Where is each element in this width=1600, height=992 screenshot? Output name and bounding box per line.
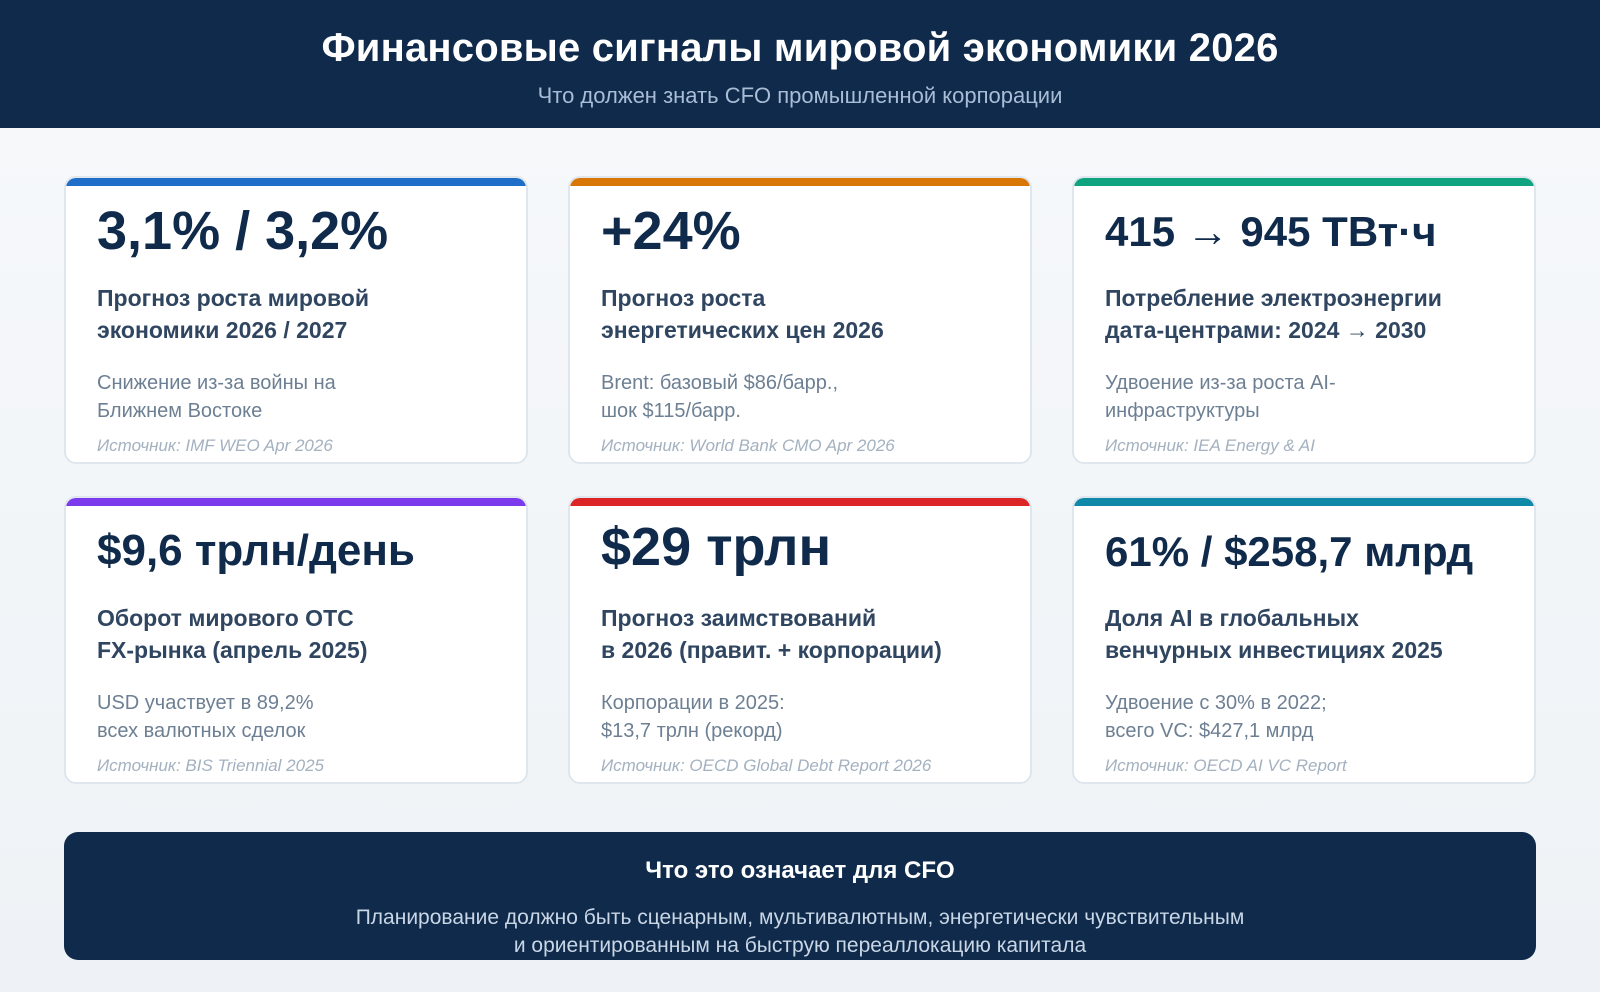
summary-title: Что это означает для CFO — [645, 857, 955, 884]
card-label: Доля AI в глобальных венчурных инвестици… — [1105, 602, 1515, 666]
card-value: $9,6 трлн/день — [97, 526, 415, 575]
card-label: Оборот мирового OTC FX-рынка (апрель 202… — [97, 602, 507, 666]
page-header: Финансовые сигналы мировой экономики 202… — [0, 0, 1600, 128]
card-note: Снижение из-за войны на Ближнем Востоке — [97, 369, 507, 425]
page-title: Финансовые сигналы мировой экономики 202… — [321, 26, 1279, 70]
card-note: Корпорации в 2025: $13,7 трлн (рекорд) — [601, 689, 1011, 745]
card-note: Удвоение из-за роста AI- инфраструктуры — [1105, 369, 1515, 425]
card-accent-bar — [570, 178, 1030, 186]
card-value: $29 трлн — [601, 517, 832, 577]
card-label: Прогноз роста мировой экономики 2026 / 2… — [97, 282, 507, 346]
card-accent-bar — [570, 498, 1030, 506]
card-label-line: Потребление электроэнергии — [1105, 285, 1442, 311]
card-note-line: Ближнем Востоке — [97, 400, 263, 422]
card-note-line: $13,7 трлн (рекорд) — [601, 720, 783, 742]
card-label-line: в 2026 (правит. + корпорации) — [601, 637, 942, 663]
card-note-line: всех валютных сделок — [97, 720, 306, 742]
card-label-line: Прогноз роста мировой — [97, 285, 369, 311]
stat-card-borrowing: $29 трлн Прогноз заимствований в 2026 (п… — [568, 496, 1032, 784]
card-label: Прогноз роста энергетических цен 2026 — [601, 282, 1011, 346]
summary-text-line: Планирование должно быть сценарным, муль… — [355, 906, 1245, 929]
card-label-line: Прогноз заимствований — [601, 605, 877, 631]
card-label-line: дата-центрами: 2024 → 2030 — [1105, 317, 1427, 343]
card-source: Источник: IMF WEO Apr 2026 — [97, 436, 333, 455]
card-label-line: Доля AI в глобальных — [1105, 605, 1359, 631]
summary-text-line: и ориентированным на быструю переаллокац… — [513, 934, 1087, 957]
card-label-line: экономики 2026 / 2027 — [97, 317, 348, 343]
card-source: Источник: IEA Energy & AI — [1105, 436, 1315, 455]
card-note-line: Удвоение из-за роста AI- — [1105, 372, 1336, 394]
card-accent-bar — [66, 498, 526, 506]
card-source: Источник: BIS Triennial 2025 — [97, 756, 325, 775]
summary-text: Планирование должно быть сценарным, муль… — [64, 904, 1536, 960]
stat-card-fx-turnover: $9,6 трлн/день Оборот мирового OTC FX-ры… — [64, 496, 528, 784]
card-value: +24% — [601, 201, 741, 261]
stat-card-energy-prices: +24% Прогноз роста энергетических цен 20… — [568, 176, 1032, 464]
card-label-line: энергетических цен 2026 — [601, 317, 884, 343]
card-accent-bar — [66, 178, 526, 186]
card-source: Источник: World Bank CMO Apr 2026 — [601, 436, 895, 455]
card-label-line: Прогноз роста — [601, 285, 766, 311]
card-source: Источник: OECD AI VC Report — [1105, 756, 1347, 775]
card-note-line: Удвоение с 30% в 2022; — [1105, 692, 1327, 714]
card-value: 415 → 945 ТВт·ч — [1105, 208, 1437, 255]
card-accent-bar — [1074, 178, 1534, 186]
card-note-line: Снижение из-за войны на — [97, 372, 336, 394]
card-label-line: Оборот мирового OTC — [97, 605, 354, 631]
card-note-line: всего VC: $427,1 млрд — [1105, 720, 1314, 742]
card-note: Удвоение с 30% в 2022; всего VC: $427,1 … — [1105, 689, 1515, 745]
card-note: USD участвует в 89,2% всех валютных сдел… — [97, 689, 507, 745]
card-note-line: Brent: базовый $86/барр., — [601, 372, 839, 394]
card-value: 61% / $258,7 млрд — [1105, 528, 1474, 575]
card-label: Потребление электроэнергии дата-центрами… — [1105, 282, 1515, 346]
card-value: 3,1% / 3,2% — [97, 201, 389, 261]
card-note-line: Корпорации в 2025: — [601, 692, 785, 714]
card-note-line: инфраструктуры — [1105, 400, 1260, 422]
stat-card-global-growth: 3,1% / 3,2% Прогноз роста мировой эконом… — [64, 176, 528, 464]
card-note-line: шок $115/барр. — [601, 400, 741, 422]
card-note-line: USD участвует в 89,2% — [97, 692, 314, 714]
stat-card-datacenter-power: 415 → 945 ТВт·ч Потребление электроэнерг… — [1072, 176, 1536, 464]
page-subtitle: Что должен знать CFO промышленной корпор… — [537, 83, 1063, 108]
card-label-line: FX-рынка (апрель 2025) — [97, 637, 368, 663]
card-label-line: венчурных инвестициях 2025 — [1105, 637, 1443, 663]
card-note: Brent: базовый $86/барр., шок $115/барр. — [601, 369, 1011, 425]
card-accent-bar — [1074, 498, 1534, 506]
card-label: Прогноз заимствований в 2026 (правит. + … — [601, 602, 1011, 666]
cfo-summary-banner: Что это означает для CFO Планирование до… — [64, 832, 1536, 960]
stat-card-ai-venture: 61% / $258,7 млрд Доля AI в глобальных в… — [1072, 496, 1536, 784]
card-source: Источник: OECD Global Debt Report 2026 — [601, 756, 932, 775]
